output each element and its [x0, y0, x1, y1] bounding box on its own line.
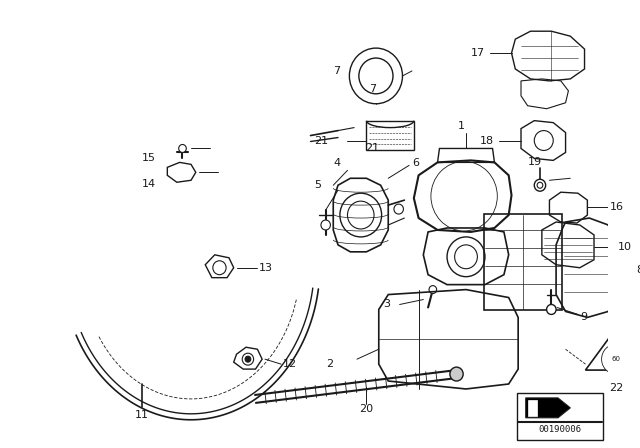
Polygon shape [527, 400, 537, 416]
Text: 5: 5 [314, 180, 321, 190]
Text: 21: 21 [365, 143, 379, 154]
Circle shape [534, 130, 553, 151]
Text: 21: 21 [314, 136, 328, 146]
Circle shape [537, 182, 543, 188]
Text: 9: 9 [580, 312, 587, 323]
Text: 60: 60 [611, 356, 620, 362]
Circle shape [602, 344, 630, 374]
Text: 17: 17 [471, 48, 485, 58]
Circle shape [447, 237, 485, 277]
Text: 13: 13 [259, 263, 273, 273]
Circle shape [454, 186, 474, 206]
Circle shape [242, 353, 253, 365]
Circle shape [445, 177, 483, 216]
Circle shape [179, 145, 186, 152]
Circle shape [348, 201, 374, 229]
Text: 4: 4 [333, 159, 340, 168]
Polygon shape [525, 398, 570, 418]
Circle shape [429, 286, 436, 293]
Text: 14: 14 [141, 179, 156, 189]
Text: 11: 11 [135, 410, 148, 420]
Text: 7: 7 [333, 66, 340, 76]
Circle shape [394, 204, 403, 214]
Circle shape [321, 220, 330, 230]
Circle shape [359, 58, 393, 94]
Text: 18: 18 [481, 136, 495, 146]
Circle shape [340, 193, 381, 237]
Text: 3: 3 [383, 300, 390, 310]
Text: 15: 15 [141, 153, 156, 164]
Text: 1: 1 [458, 121, 465, 131]
Text: 12: 12 [283, 359, 297, 369]
Text: 20: 20 [360, 404, 374, 414]
Text: 00190006: 00190006 [538, 425, 581, 434]
Circle shape [436, 166, 493, 226]
Text: 8: 8 [637, 265, 640, 275]
Text: 16: 16 [610, 202, 624, 212]
Circle shape [245, 356, 251, 362]
Circle shape [454, 245, 477, 269]
Circle shape [450, 367, 463, 381]
Text: 19: 19 [527, 157, 542, 168]
Circle shape [213, 261, 226, 275]
Circle shape [431, 161, 497, 231]
Text: 2: 2 [326, 359, 333, 369]
Text: 7: 7 [369, 84, 376, 94]
Circle shape [349, 48, 403, 104]
Text: 10: 10 [618, 242, 632, 252]
Circle shape [547, 305, 556, 314]
Text: 22: 22 [609, 383, 623, 393]
Text: 6: 6 [412, 159, 419, 168]
Circle shape [534, 179, 546, 191]
